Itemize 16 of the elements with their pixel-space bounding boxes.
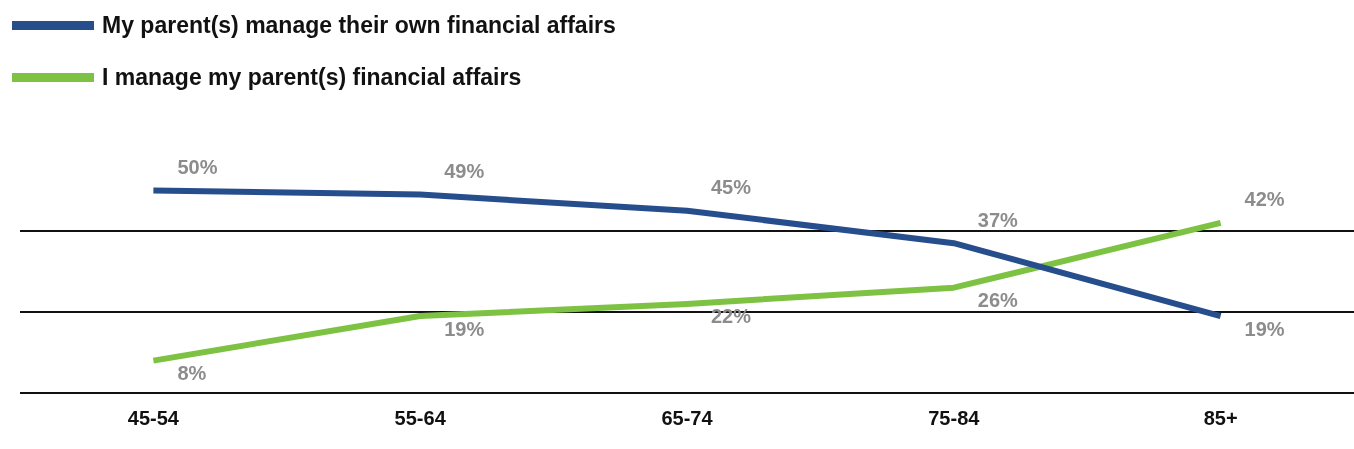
data-label: 42% [1244,188,1285,211]
x-tick-label: 85+ [1203,406,1238,429]
x-tick-label: 55-64 [394,406,447,429]
data-label: 19% [1244,317,1285,340]
data-label: 8% [177,362,207,385]
legend-label: I manage my parent(s) financial affairs [102,63,522,91]
legend-label: My parent(s) manage their own financial affairs [102,11,616,39]
data-label: 45% [711,176,752,199]
data-label: 37% [977,208,1019,231]
x-tick-label: 45-54 [127,406,180,429]
data-label: 26% [977,289,1019,312]
x-tick-label: 75-84 [928,406,981,429]
x-tick-label: 65-74 [661,406,714,429]
data-label: 50% [177,156,218,179]
data-label: 19% [444,317,485,340]
data-label: 49% [444,160,485,183]
